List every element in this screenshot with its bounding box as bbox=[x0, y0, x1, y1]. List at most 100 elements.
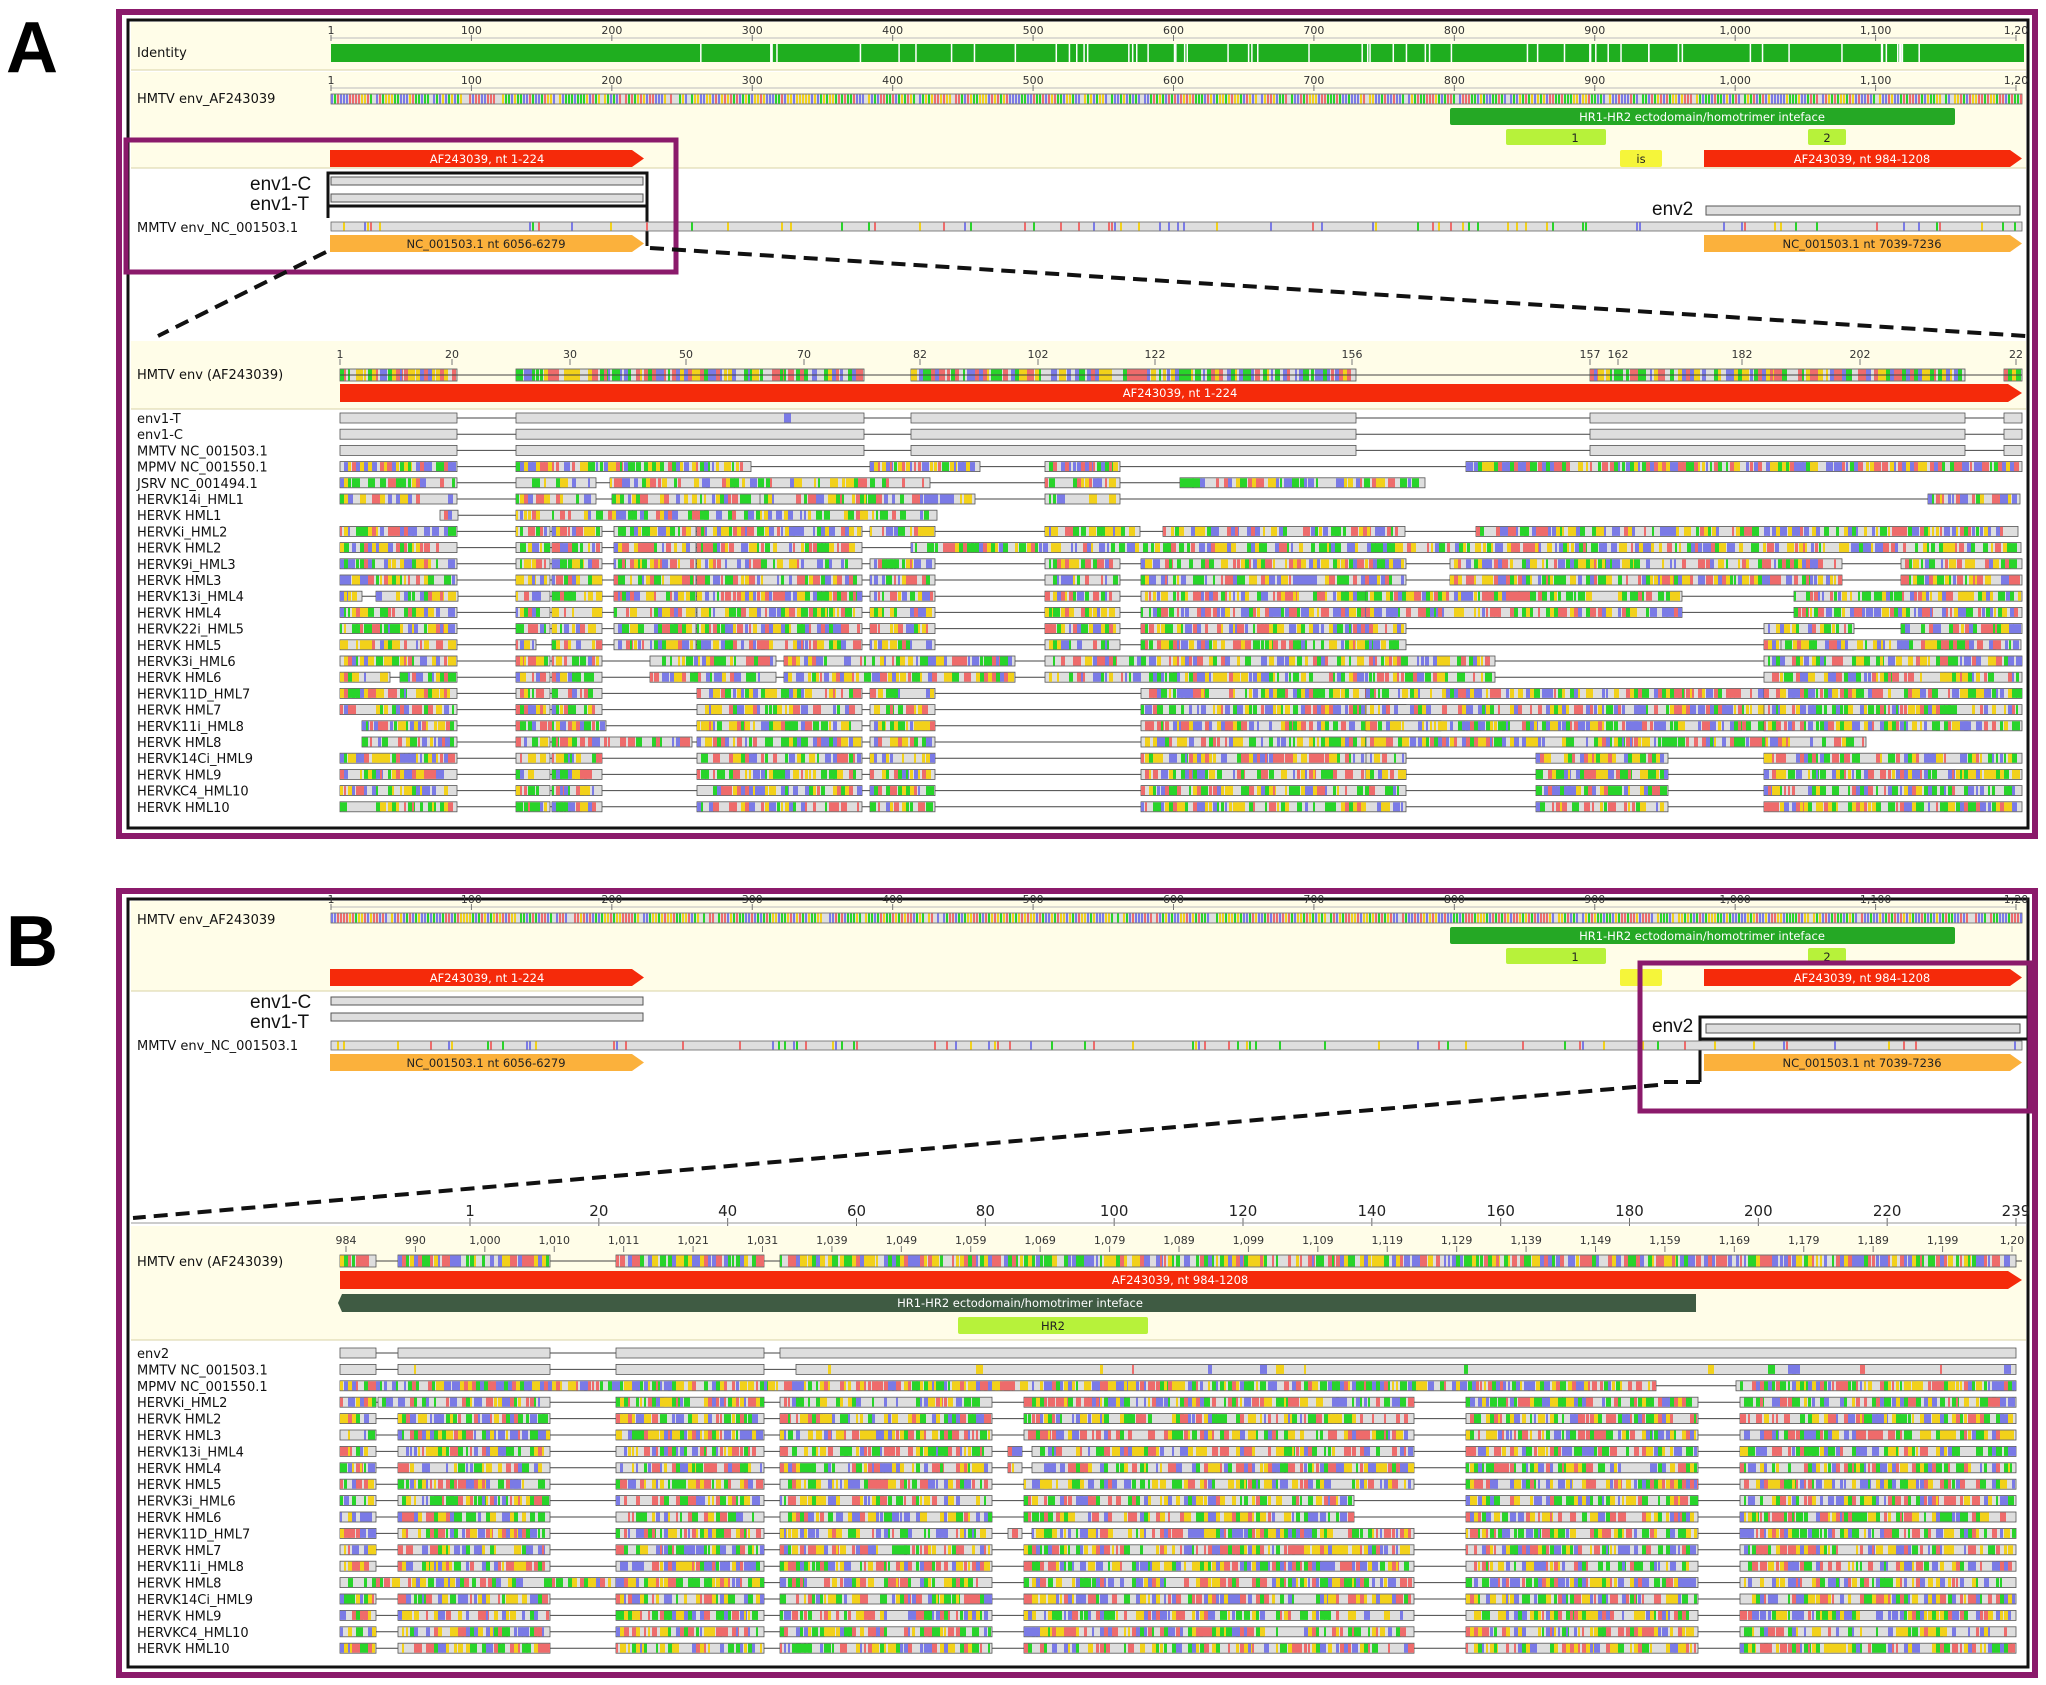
variant-mark bbox=[552, 510, 554, 520]
variant-mark bbox=[368, 462, 374, 472]
variant-mark bbox=[1952, 688, 1959, 698]
variant-mark bbox=[364, 559, 368, 569]
variant-mark bbox=[906, 624, 912, 634]
variant-mark bbox=[562, 94, 564, 104]
variant-mark bbox=[878, 688, 883, 698]
variant-mark bbox=[1730, 721, 1737, 731]
variant-mark bbox=[1776, 656, 1780, 666]
variant-mark bbox=[890, 462, 892, 472]
variant-mark bbox=[1514, 462, 1520, 472]
variant-mark bbox=[1199, 543, 1205, 553]
is-label: is bbox=[1636, 152, 1645, 166]
variant-mark bbox=[1860, 705, 1867, 715]
variant-mark bbox=[1093, 222, 1095, 231]
variant-mark bbox=[1838, 575, 1842, 585]
variant-mark bbox=[1880, 672, 1884, 682]
variant-mark bbox=[658, 94, 660, 104]
variant-mark bbox=[1918, 222, 1920, 231]
variant-mark bbox=[1205, 688, 1209, 698]
variant-mark bbox=[424, 656, 427, 666]
variant-mark bbox=[1780, 656, 1785, 666]
variant-mark bbox=[392, 624, 400, 634]
variant-mark bbox=[1317, 591, 1325, 601]
variant-mark bbox=[793, 705, 800, 715]
variant-mark bbox=[1345, 705, 1348, 715]
variant-mark bbox=[1371, 543, 1376, 553]
variant-mark bbox=[750, 656, 755, 666]
variant-mark bbox=[1570, 688, 1577, 698]
variant-mark bbox=[1462, 222, 1464, 231]
variant-mark bbox=[1795, 543, 1798, 553]
variant-mark bbox=[568, 705, 576, 715]
variant-mark bbox=[688, 737, 690, 747]
variant-mark bbox=[356, 624, 362, 634]
variant-mark bbox=[1149, 640, 1153, 650]
variant-mark bbox=[1726, 462, 1728, 472]
sequence-block bbox=[515, 428, 865, 440]
variant-mark bbox=[1764, 721, 1766, 731]
variant-mark bbox=[1337, 575, 1344, 585]
variant-mark bbox=[940, 94, 942, 104]
variant-mark bbox=[1237, 656, 1240, 666]
variant-mark bbox=[1546, 559, 1548, 569]
variant-mark bbox=[1874, 462, 1878, 472]
variant-mark bbox=[1674, 559, 1676, 569]
variant-mark bbox=[524, 640, 530, 650]
variant-mark bbox=[1672, 526, 1677, 536]
variant-mark bbox=[1321, 721, 1325, 731]
variant-mark bbox=[1630, 559, 1633, 569]
variant-mark bbox=[1814, 607, 1820, 617]
variant-mark bbox=[756, 510, 761, 520]
variant-mark bbox=[1900, 705, 1903, 715]
variant-mark bbox=[1962, 591, 1967, 601]
variant-mark bbox=[1237, 559, 1240, 569]
variant-mark bbox=[1285, 688, 1288, 698]
variant-mark bbox=[424, 688, 428, 698]
variant-mark bbox=[1936, 721, 1940, 731]
variant-mark bbox=[340, 624, 342, 634]
variant-mark bbox=[734, 672, 741, 682]
variant-mark bbox=[1345, 688, 1349, 698]
variant-mark bbox=[1353, 640, 1355, 650]
identity-gap bbox=[1918, 44, 1920, 62]
variant-mark bbox=[1992, 494, 1999, 504]
variant-mark bbox=[424, 94, 426, 104]
variant-mark bbox=[1854, 607, 1859, 617]
variant-mark bbox=[1165, 640, 1172, 650]
variant-mark bbox=[1245, 624, 1248, 634]
variant-mark bbox=[1698, 575, 1705, 585]
variant-mark bbox=[1872, 672, 1877, 682]
variant-mark bbox=[892, 94, 894, 104]
variant-mark bbox=[556, 737, 558, 747]
variant-mark bbox=[1313, 656, 1319, 666]
variant-mark bbox=[1727, 543, 1735, 553]
variant-mark bbox=[638, 640, 641, 650]
variant-mark bbox=[1369, 575, 1374, 585]
variant-mark bbox=[849, 543, 855, 553]
variant-mark bbox=[1413, 672, 1418, 682]
variant-mark bbox=[1570, 94, 1572, 104]
identity-gap bbox=[700, 44, 702, 62]
variant-mark bbox=[1937, 575, 1944, 585]
variant-mark bbox=[1101, 624, 1108, 634]
variant-mark bbox=[1225, 94, 1227, 104]
variant-mark bbox=[396, 575, 401, 585]
variant-mark bbox=[833, 640, 840, 650]
variant-mark bbox=[1153, 705, 1160, 715]
variant-mark bbox=[1783, 94, 1785, 104]
variant-mark bbox=[674, 624, 679, 634]
variant-mark bbox=[733, 721, 738, 731]
variant-mark bbox=[1317, 721, 1321, 731]
variant-mark bbox=[1968, 688, 1976, 698]
variant-mark bbox=[1313, 688, 1318, 698]
variant-mark bbox=[344, 543, 349, 553]
variant-mark bbox=[1860, 656, 1865, 666]
variant-mark bbox=[448, 640, 453, 650]
variant-mark bbox=[1069, 559, 1077, 569]
variant-mark bbox=[520, 640, 524, 650]
variant-mark bbox=[943, 94, 945, 104]
variant-mark bbox=[1177, 737, 1181, 747]
variant-mark bbox=[404, 688, 406, 698]
variant-mark bbox=[344, 705, 350, 715]
variant-mark bbox=[568, 640, 571, 650]
